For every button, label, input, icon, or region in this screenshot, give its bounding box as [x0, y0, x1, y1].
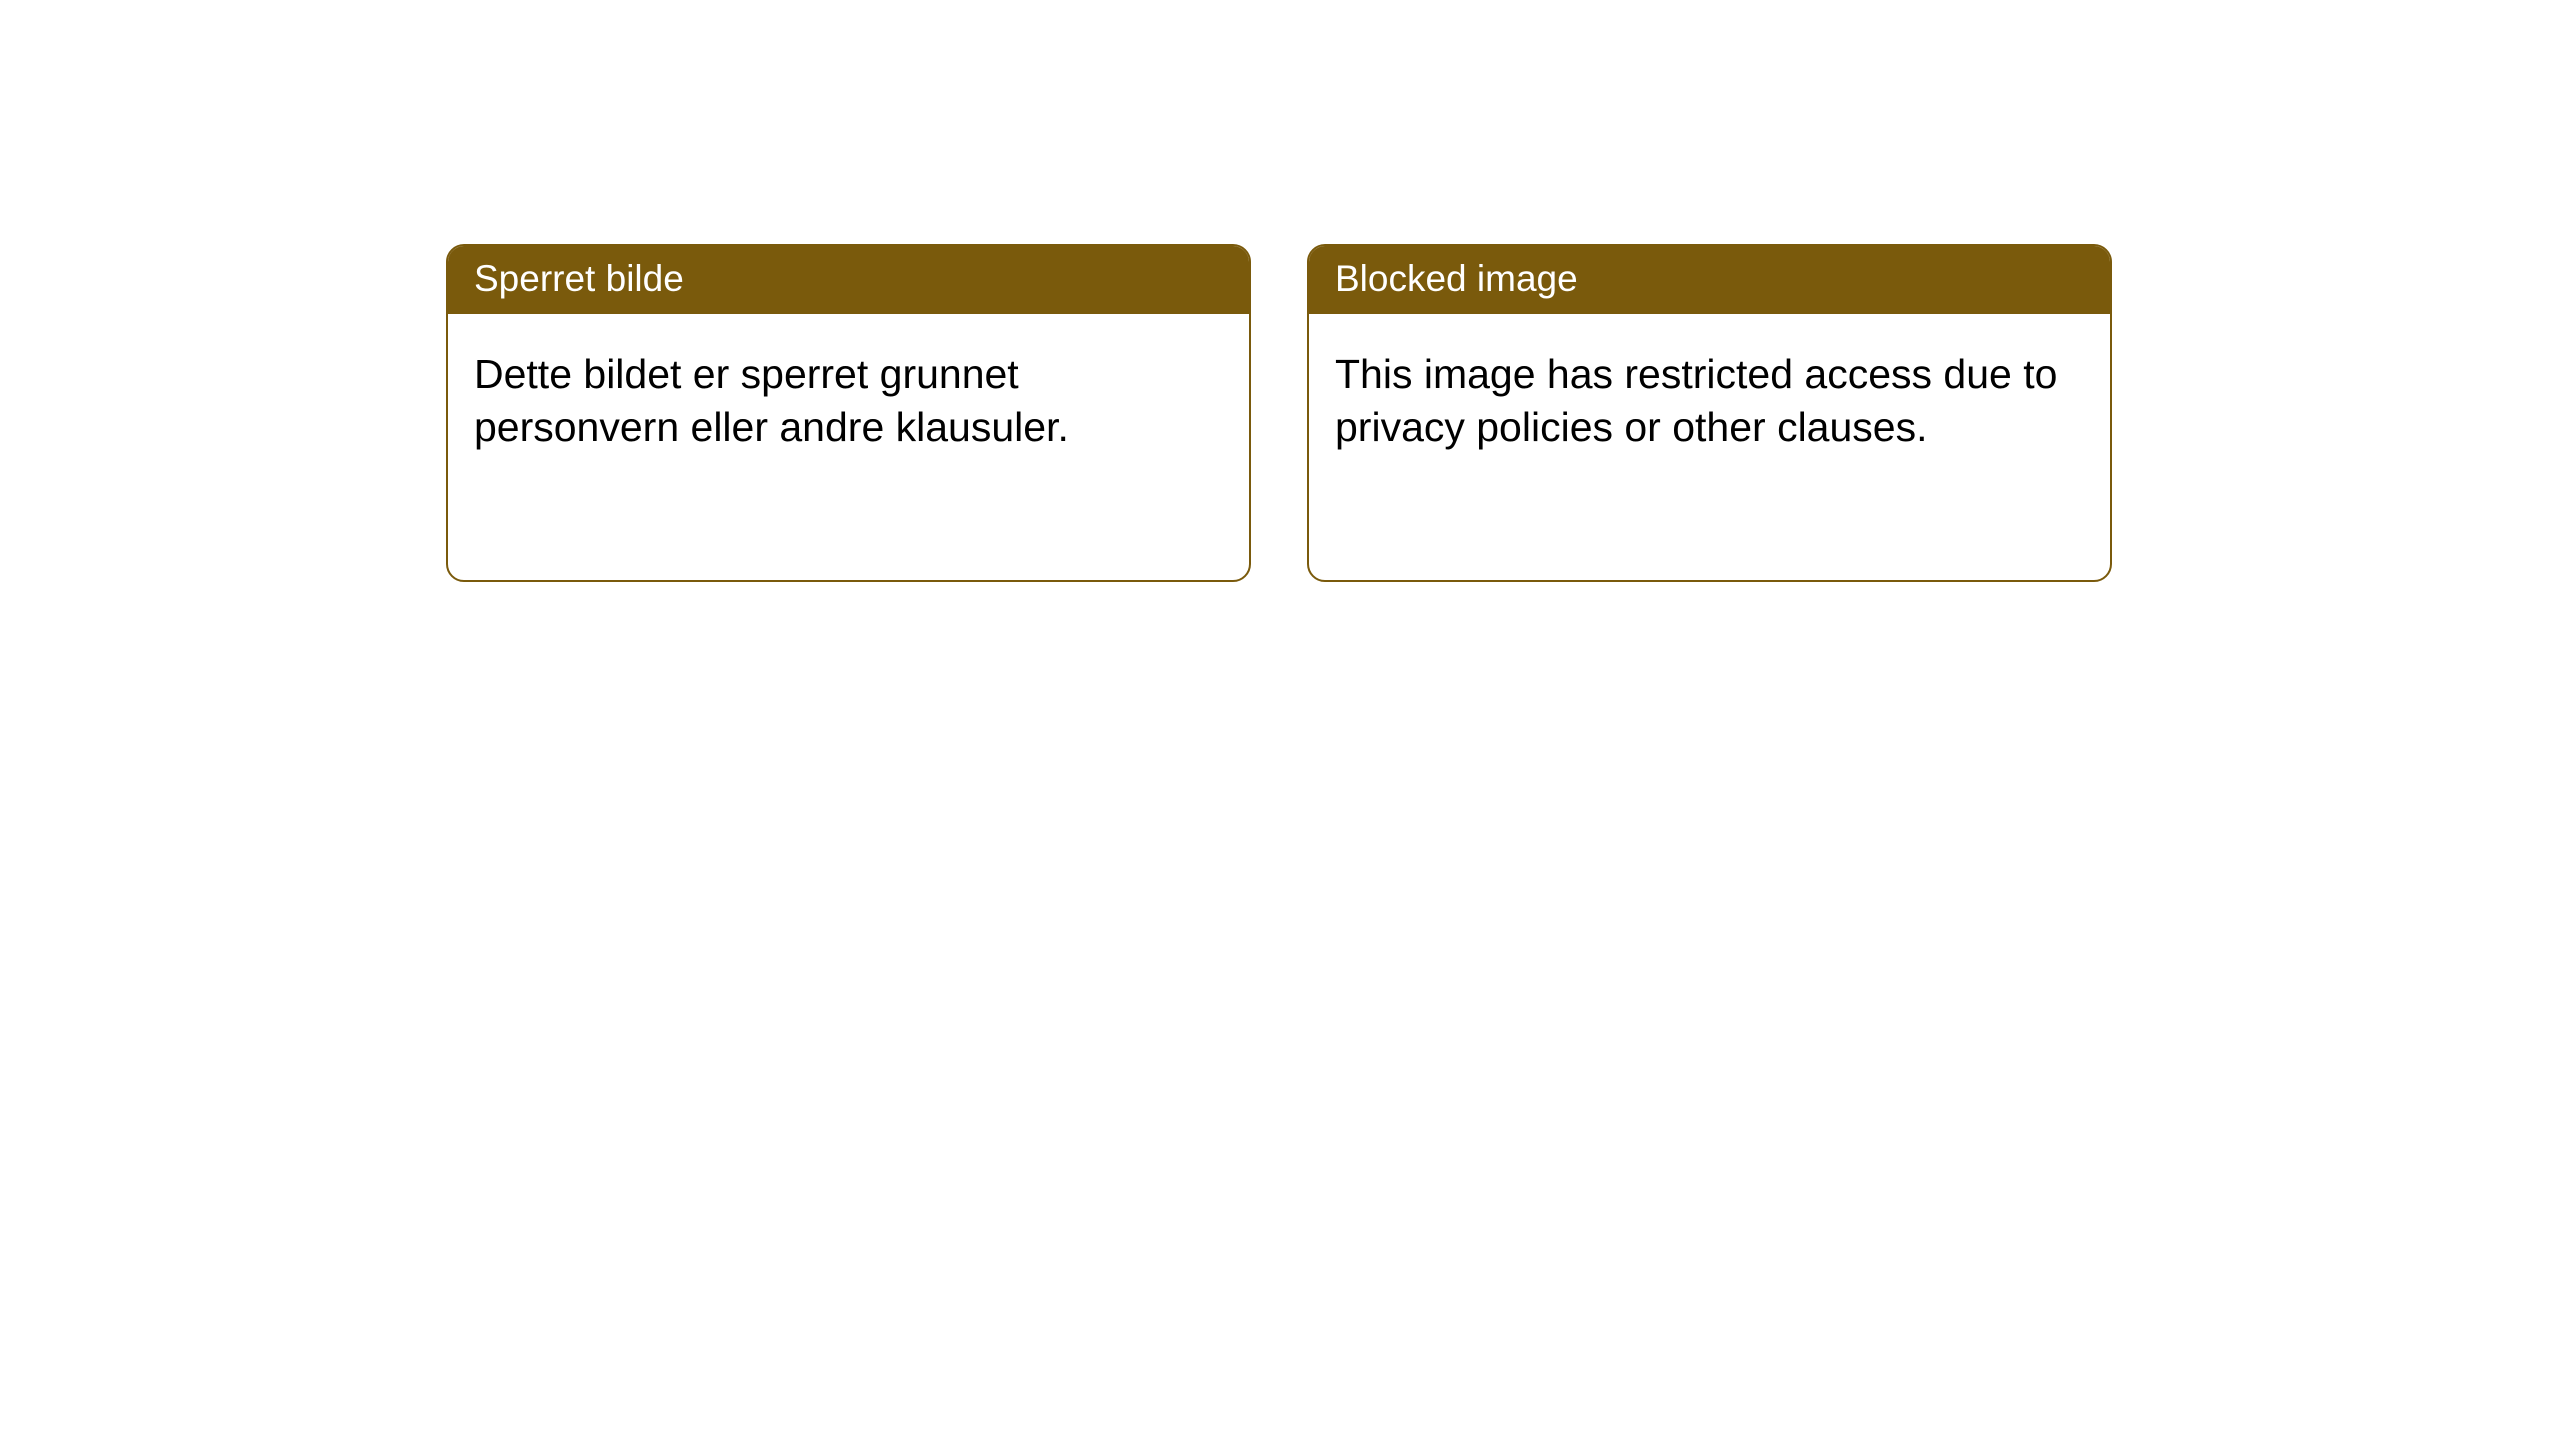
card-body-text: Dette bildet er sperret grunnet personve… — [474, 348, 1223, 455]
card-body-text: This image has restricted access due to … — [1335, 348, 2084, 455]
card-header: Sperret bilde — [448, 246, 1249, 314]
blocked-image-card-norwegian: Sperret bilde Dette bildet er sperret gr… — [446, 244, 1251, 582]
blocked-image-cards-container: Sperret bilde Dette bildet er sperret gr… — [446, 244, 2560, 582]
card-body: This image has restricted access due to … — [1309, 314, 2110, 489]
card-body: Dette bildet er sperret grunnet personve… — [448, 314, 1249, 489]
card-title: Sperret bilde — [474, 258, 684, 299]
card-header: Blocked image — [1309, 246, 2110, 314]
blocked-image-card-english: Blocked image This image has restricted … — [1307, 244, 2112, 582]
card-title: Blocked image — [1335, 258, 1578, 299]
